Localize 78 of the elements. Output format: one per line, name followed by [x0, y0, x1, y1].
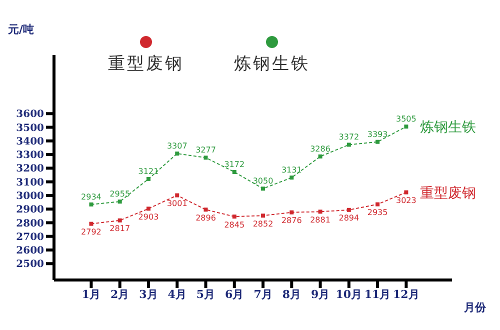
point: [318, 210, 322, 214]
data-label: 3277: [196, 146, 216, 155]
text: 重型废钢: [420, 185, 476, 202]
text: 炼钢生铁: [420, 120, 476, 136]
point: [404, 190, 408, 194]
data-label: 2903: [138, 212, 159, 222]
data-label: 3307: [166, 142, 188, 151]
point: [118, 218, 122, 222]
point: [261, 214, 266, 218]
data-label: 2934: [81, 192, 102, 202]
y-tick-label: 3500: [16, 122, 44, 134]
point: [261, 186, 266, 191]
data-label: 3372: [338, 132, 360, 142]
data-label: 2792: [81, 228, 102, 236]
y-tick-label: 2700: [16, 232, 44, 243]
x-tick-label: 5月: [196, 288, 216, 301]
x-tick-label: 3月: [139, 288, 158, 301]
point: [346, 208, 351, 212]
y-tick-label: 3400: [16, 136, 44, 148]
y-tick-label: 3100: [16, 177, 44, 188]
point: [376, 140, 380, 144]
data-label: 3121: [138, 166, 159, 176]
data-label: 3050: [252, 176, 274, 186]
point: [89, 202, 94, 206]
point: [89, 222, 94, 226]
point: [146, 176, 150, 181]
point: [232, 170, 236, 174]
data-label: 2876: [281, 216, 302, 226]
data-label: 3001: [166, 199, 188, 208]
y-tick-label: 3600: [16, 109, 44, 120]
x-tick-label: 8月: [282, 288, 301, 301]
point: [290, 210, 294, 214]
point: [118, 200, 122, 204]
data-label: 3393: [367, 130, 388, 139]
x-tick-label: 2月: [110, 288, 130, 301]
y-tick-label: 2900: [16, 204, 44, 216]
point: [175, 193, 180, 198]
data-label: 2817: [110, 224, 130, 234]
y-tick-label: 3300: [16, 150, 44, 162]
y-tick-label: 2800: [16, 218, 44, 230]
x-tick-label: 6月: [225, 288, 244, 301]
x-axis-title: 月份: [464, 300, 486, 315]
point: [404, 124, 408, 129]
x-tick-label: 9月: [310, 288, 330, 301]
x-tick-label: 11月: [364, 288, 391, 301]
legend-label: 炼钢生铁: [234, 53, 310, 75]
data-label: 2894: [338, 214, 360, 223]
point: [290, 176, 294, 180]
y-axis-title: 元/吨: [8, 22, 34, 37]
data-label: 3131: [281, 166, 302, 175]
x-tick-label: 4月: [168, 288, 186, 301]
data-label: 2955: [110, 190, 130, 199]
x-tick-label: 12月: [393, 288, 420, 301]
point: [175, 152, 180, 156]
data-label: 2845: [224, 220, 245, 230]
point: [146, 206, 150, 211]
data-label: 3505: [396, 114, 416, 124]
y-tick-label: 3000: [16, 191, 44, 202]
data-label: 2852: [252, 219, 274, 228]
point: [204, 156, 208, 160]
y-tick-label: 2500: [16, 259, 44, 270]
data-label: 3172: [224, 160, 245, 169]
point: [204, 208, 208, 212]
point: [232, 214, 236, 219]
data-label: 2935: [367, 208, 388, 217]
data-label: 2881: [310, 215, 330, 224]
data-label: 2896: [196, 213, 216, 222]
x-tick-label: 7月: [254, 288, 272, 301]
data-label: 3286: [310, 144, 330, 154]
point: [318, 154, 322, 158]
legend-label: 重型废钢: [108, 53, 184, 75]
x-tick-label: 1月: [82, 288, 101, 301]
point: [346, 142, 351, 147]
y-tick-label: 2600: [16, 246, 44, 257]
y-tick-label: 3200: [16, 164, 44, 175]
data-label: 3023: [396, 196, 416, 205]
x-tick-label: 10月: [336, 288, 362, 301]
point: [376, 202, 380, 206]
